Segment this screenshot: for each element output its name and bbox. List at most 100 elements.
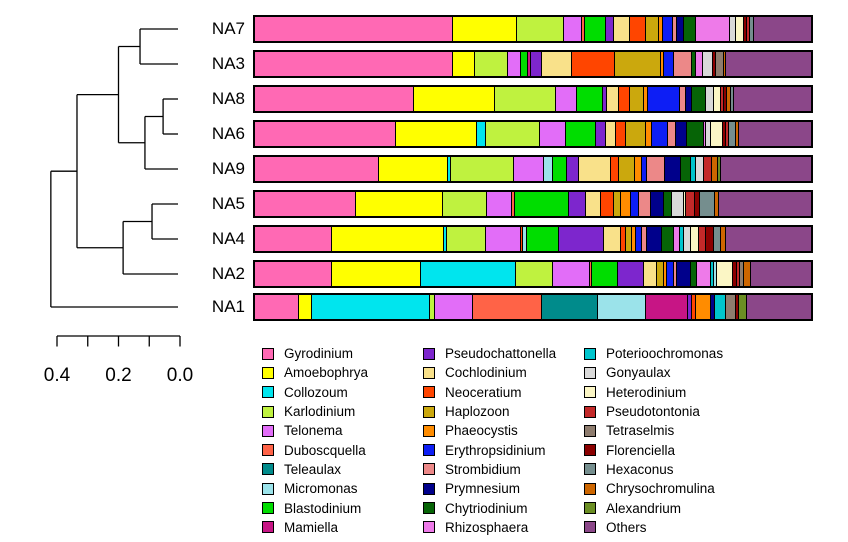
bar-segment-amoebophrya xyxy=(453,52,476,76)
legend-item-mamiella: Mamiella xyxy=(262,518,368,537)
bar-segment-florenciella xyxy=(713,52,716,76)
bar-segment-chrysochromulina xyxy=(736,122,740,146)
bar-segment-heterodinium xyxy=(713,87,722,111)
bar-segment-neoceratium xyxy=(620,227,626,251)
legend-label: Mamiella xyxy=(284,519,339,535)
bar-segment-chrysochromulina xyxy=(726,87,731,111)
bar-segment-hexaconus xyxy=(700,192,716,216)
bar-segment-erythropsidinium xyxy=(663,17,674,41)
legend-label: Neoceratium xyxy=(445,384,522,400)
bar-segment-blastodinium xyxy=(552,157,567,181)
bar-segment-alexandrium xyxy=(718,157,721,181)
legend-item-teleaulax: Teleaulax xyxy=(262,460,368,479)
legend-item-gonyaulax: Gonyaulax xyxy=(584,363,723,382)
legend-label: Florenciella xyxy=(606,442,676,458)
bar-segment-gonyaulax xyxy=(729,17,736,41)
bar-segment-others xyxy=(747,295,811,319)
bar-segment-poterioochromonas xyxy=(714,295,727,319)
legend-swatch-icon xyxy=(584,386,596,399)
bar-segment-chrysochromulina xyxy=(721,227,727,251)
legend-swatch-icon xyxy=(262,366,274,379)
bar-segment-phaeocystis xyxy=(659,17,664,41)
bar-segment-telonema xyxy=(552,262,590,286)
bar-segment-others xyxy=(750,262,811,286)
bar-segment-micromonas xyxy=(598,295,646,319)
bar-segment-blastodinium xyxy=(584,17,607,41)
bar-segment-chytriodinium xyxy=(664,192,672,216)
bar-row-NA6 xyxy=(253,120,813,148)
bar-segment-phaeocystis xyxy=(663,262,668,286)
legend-swatch-icon xyxy=(423,424,435,437)
legend-label: Erythropsidinium xyxy=(445,442,546,458)
bar-segment-pseudochattonella xyxy=(606,17,614,41)
bar-segment-haplozoon xyxy=(625,122,646,146)
legend-item-blastodinium: Blastodinium xyxy=(262,498,368,517)
sample-label-NA6: NA6 xyxy=(211,124,245,143)
bar-segment-erythropsidinium xyxy=(631,192,639,216)
bar-segment-poterioochromonas xyxy=(691,157,697,181)
bar-segment-duboscquella xyxy=(589,262,593,286)
legend-label: Teleaulax xyxy=(284,461,342,477)
bar-segment-teleaulax xyxy=(542,295,599,319)
bar-segment-strombidium xyxy=(668,122,676,146)
legend-swatch-icon xyxy=(423,386,435,399)
bar-segment-haplozoon xyxy=(625,227,632,251)
bar-segment-heterodinium xyxy=(711,122,724,146)
bar-segment-others xyxy=(726,52,811,76)
bar-segment-haplozoon xyxy=(614,52,662,76)
legend-label: Amoebophrya xyxy=(284,365,369,381)
legend-swatch-icon xyxy=(584,521,596,534)
bar-segment-chytriodinium xyxy=(691,87,706,111)
bar-segment-pseudochattonella xyxy=(603,87,607,111)
bar-row-NA8 xyxy=(253,85,813,113)
bar-segment-neoceratium xyxy=(618,87,631,111)
bar-segment-gyrodinium xyxy=(255,52,454,76)
bar-row-NA4 xyxy=(253,225,813,253)
legend-swatch-icon xyxy=(262,347,274,360)
bar-segment-cochlodinium xyxy=(604,227,621,251)
bar-segment-florenciella xyxy=(743,17,748,41)
bar-segment-phaeocystis xyxy=(645,122,652,146)
bar-segment-erythropsidinium xyxy=(664,52,675,76)
legend-label: Poterioochromonas xyxy=(606,346,724,362)
legend-item-heterodinium: Heterodinium xyxy=(584,383,723,402)
bar-segment-pseudotontonia xyxy=(698,227,706,251)
bar-segment-rhizosphaera xyxy=(695,52,703,76)
bar-row-NA1 xyxy=(253,293,813,321)
bar-segment-strombidium xyxy=(638,192,652,216)
bar-segment-karlodinium xyxy=(485,122,541,146)
bar-segment-karlodinium xyxy=(516,262,553,286)
bar-segment-prymnesium xyxy=(675,122,688,146)
bar-segment-gyrodinium xyxy=(255,87,415,111)
bar-segment-neoceratium xyxy=(629,17,647,41)
bar-segment-gonyaulax xyxy=(706,122,712,146)
bar-segment-strombidium xyxy=(673,17,677,41)
bar-segment-blastodinium xyxy=(526,227,559,251)
bar-segment-cochlodinium xyxy=(606,87,619,111)
bar-segment-karlodinium xyxy=(475,52,508,76)
legend-label: Alexandrium xyxy=(606,500,682,516)
bar-segment-phaeocystis xyxy=(621,192,632,216)
legend-item-florenciella: Florenciella xyxy=(584,440,723,459)
legend-item-tetraselmis: Tetraselmis xyxy=(584,421,723,440)
bar-segment-neoceratium xyxy=(611,157,619,181)
bar-segment-chrysochromulina xyxy=(715,192,720,216)
legend-swatch-icon xyxy=(584,347,596,360)
bar-segment-cochlodinium xyxy=(578,157,612,181)
bar-segment-rhizosphaera xyxy=(697,262,712,286)
bar-segment-prymnesium xyxy=(651,192,665,216)
bar-segment-pseudochattonella xyxy=(558,227,605,251)
bar-segment-cochlodinium xyxy=(541,52,572,76)
bar-segment-others xyxy=(733,87,811,111)
legend-item-micromonas: Micromonas xyxy=(262,479,368,498)
bar-segment-telonema xyxy=(434,295,473,319)
legend-item-cochlodinium: Cochlodinium xyxy=(423,363,556,382)
bar-segment-karlodinium xyxy=(516,17,564,41)
sample-label-NA3: NA3 xyxy=(211,54,245,73)
bar-segment-blastodinium xyxy=(577,87,604,111)
legend-label: Duboscquella xyxy=(284,442,366,458)
bar-segment-chytriodinium xyxy=(681,157,692,181)
bar-segment-florenciella xyxy=(732,262,737,286)
bar-segment-karlodinium xyxy=(450,157,515,181)
legend-swatch-icon xyxy=(584,502,596,515)
